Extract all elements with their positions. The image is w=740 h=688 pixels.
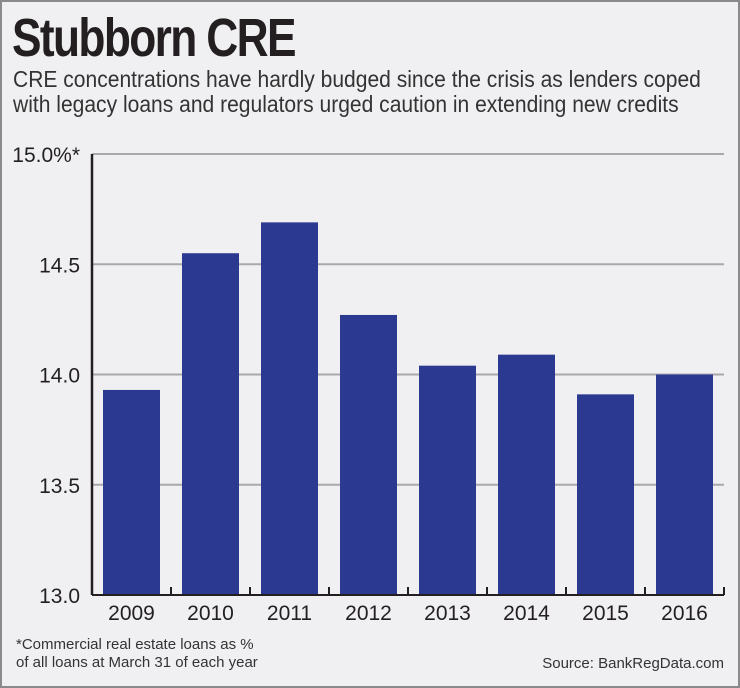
x-tick-label: 2012 xyxy=(345,602,392,625)
source-credit: Source: BankRegData.com xyxy=(542,655,724,672)
y-tick-label: 13.0 xyxy=(39,585,80,608)
bar-2009 xyxy=(103,389,160,595)
x-tick-labels: 2009 2010 2011 2012 2013 2014 2015 2016 xyxy=(108,602,708,625)
y-tick-label: 14.5 xyxy=(39,254,80,277)
footnote-line-2: of all loans at March 31 of each year xyxy=(16,654,258,671)
bar-2015 xyxy=(577,394,634,595)
axes xyxy=(90,154,725,596)
x-tick-label: 2013 xyxy=(424,602,471,625)
y-tick-labels: 13.0 13.5 14.0 14.5 15.0%* xyxy=(12,144,80,608)
y-tick-label: 14.0 xyxy=(39,365,80,388)
bars xyxy=(103,222,713,596)
x-tick-label: 2014 xyxy=(503,602,550,625)
bar-2010 xyxy=(182,253,239,595)
bar-2012 xyxy=(340,314,397,595)
bar-2013 xyxy=(419,365,476,595)
x-tick-label: 2009 xyxy=(108,602,155,625)
footnote: *Commercial real estate loans as % of al… xyxy=(16,636,258,672)
footnote-line-1: *Commercial real estate loans as % xyxy=(16,636,254,653)
y-tick-label: 15.0%* xyxy=(12,144,80,167)
x-tick-label: 2015 xyxy=(582,602,629,625)
x-tick-label: 2010 xyxy=(187,602,234,625)
bar-2014 xyxy=(498,354,555,595)
chart-subtitle: CRE concentrations have hardly budged si… xyxy=(13,66,701,117)
y-tick-label: 13.5 xyxy=(39,475,80,498)
bar-2016 xyxy=(656,374,713,595)
x-tick-label: 2011 xyxy=(267,602,312,625)
x-tick-label: 2016 xyxy=(661,602,708,625)
bar-2011 xyxy=(261,222,318,596)
chart-title: Stubborn CRE xyxy=(12,8,297,68)
